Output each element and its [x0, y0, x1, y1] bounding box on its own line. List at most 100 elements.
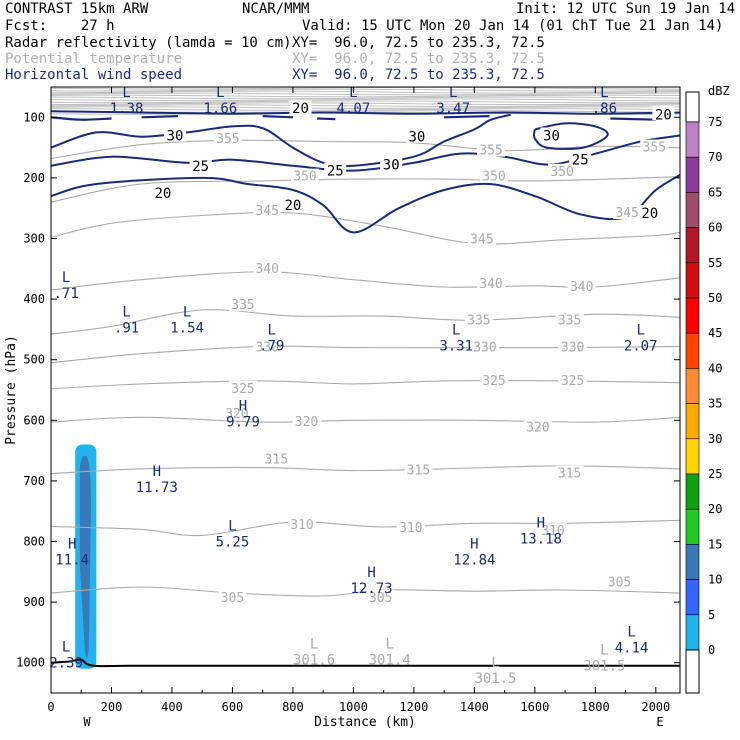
wind-high-marker: H — [537, 515, 545, 531]
init-time: Init: 12 UTC Sun 19 Jan 14 — [516, 1, 736, 17]
wind-extremum-value: 2.07 — [624, 339, 658, 355]
theta-label-305: 305 — [608, 576, 631, 591]
theta-label-345: 345 — [255, 204, 278, 219]
y-tick-label: 1000 — [16, 656, 45, 670]
theta-label-350: 350 — [293, 170, 316, 185]
wind-low-marker: L — [216, 85, 224, 101]
wind-jet-segment — [317, 117, 336, 121]
theta-label-320: 320 — [526, 421, 549, 436]
theta-contour-315 — [51, 465, 680, 475]
theta-low-marker: L — [385, 637, 393, 653]
colorbar-level-75: 75 — [708, 115, 722, 129]
colorbar-swatch-35 — [685, 403, 700, 440]
theta-low-marker: L — [310, 637, 318, 653]
wind-high-marker: H — [68, 537, 76, 553]
theta-label-315: 315 — [558, 467, 581, 482]
wind-extremum-value: .79 — [259, 339, 284, 355]
wind-label-bg — [151, 185, 174, 200]
theta-low-marker: L — [600, 643, 608, 659]
theta-label-bg — [229, 297, 258, 312]
colorbar-swatch-60 — [685, 227, 700, 264]
theta-contour-upper-band — [51, 94, 680, 98]
theta-contour-320 — [51, 416, 680, 423]
colorbar-level-65: 65 — [708, 185, 722, 199]
wind-contour-25 — [51, 134, 680, 172]
colorbar-swatch-50 — [685, 297, 700, 334]
theta-label-bg — [222, 406, 251, 421]
wind-extremum-value: 11.73 — [136, 480, 178, 496]
theta-label-bg — [558, 372, 587, 387]
theta-label-bg — [464, 312, 493, 327]
wind-label-bg — [380, 156, 403, 171]
theta-label-310: 310 — [399, 521, 422, 536]
theta-label-bg — [467, 231, 496, 246]
wind-label-bg — [405, 128, 428, 143]
wind-extremum-value: 3.47 — [436, 101, 470, 117]
wind-low-marker: L — [627, 624, 635, 640]
theta-label-bg — [218, 589, 247, 604]
colorbar-swatch-45 — [685, 332, 700, 369]
x-tick-label: 2000 — [641, 700, 670, 714]
theta-label-355: 355 — [216, 132, 239, 147]
wind-extremum-value: 1.66 — [203, 101, 237, 117]
theta-contour-upper-band — [51, 96, 680, 100]
theta-label-345: 345 — [470, 233, 493, 248]
colorbar-swatch-70 — [685, 156, 700, 193]
y-tick-label: 200 — [23, 171, 45, 185]
theta-contour-upper-band — [51, 92, 680, 96]
colorbar-swatch-75 — [685, 121, 700, 158]
theta-label-bg — [291, 168, 320, 183]
theta-label-355: 355 — [643, 141, 666, 156]
valid-time: Valid: 15 UTC Mon 20 Jan 14 (01 ChT Tue … — [302, 18, 724, 34]
theta-label-320: 320 — [225, 407, 248, 422]
theta-label-325: 325 — [482, 374, 505, 389]
wind-low-marker: L — [452, 323, 460, 339]
theta-label-bg — [396, 520, 425, 535]
theta-label-bg — [470, 339, 499, 354]
theta-label-bg — [640, 139, 669, 154]
y-tick-label: 900 — [23, 595, 45, 609]
wind-low-marker: L — [349, 85, 357, 101]
theta-label-bg — [480, 168, 509, 183]
theta-label-310: 310 — [290, 518, 313, 533]
wind-extremum-value: .86 — [592, 101, 617, 117]
wind-contour-20 — [51, 174, 680, 234]
x-tick-label: 200 — [101, 700, 123, 714]
colorbar-level-15: 15 — [708, 537, 722, 551]
theta-label-bg — [253, 260, 282, 275]
colorbar-level-0: 0 — [708, 643, 715, 657]
theta-label-bg — [404, 462, 433, 477]
colorbar-level-10: 10 — [708, 573, 722, 587]
wind-high-marker: H — [153, 464, 161, 480]
theta-contour-upper-band — [51, 100, 680, 104]
wind-label-20: 20 — [292, 101, 309, 117]
theta-label-350: 350 — [482, 170, 505, 185]
theta-label-350: 350 — [550, 165, 573, 180]
terrain-line — [51, 658, 680, 668]
x-tick-label: 1600 — [520, 700, 549, 714]
theta-contour-upper-band — [51, 88, 680, 92]
wind-label-25: 25 — [572, 153, 589, 169]
x-tick-label: 0 — [47, 700, 54, 714]
colorbar-level-70: 70 — [708, 150, 722, 164]
theta-low-marker: L — [491, 655, 499, 671]
theta-label-340: 340 — [570, 280, 593, 295]
theta-contour-upper-band — [51, 104, 680, 108]
wind-extremum-value: 12.73 — [350, 581, 392, 597]
wind-extremum-value: 12.84 — [453, 553, 495, 569]
theta-contour-305 — [51, 586, 680, 597]
theta-contour-345 — [51, 211, 680, 245]
theta-label-340: 340 — [479, 277, 502, 292]
y-tick-label: 700 — [23, 474, 45, 488]
colorbar-level-55: 55 — [708, 256, 722, 270]
wind-extremum-value: .71 — [53, 286, 78, 302]
wind-low-marker: L — [228, 518, 236, 534]
theta-label-bg — [229, 380, 258, 395]
wind-extremum-value: 9.79 — [226, 414, 260, 430]
colorbar-level-20: 20 — [708, 502, 722, 516]
colorbar-swatch-5 — [685, 614, 700, 651]
theta-label-345: 345 — [615, 206, 638, 221]
x-tick-label: 1000 — [339, 700, 368, 714]
wind-high-marker: H — [470, 537, 478, 553]
theta-contour-335 — [51, 309, 680, 335]
